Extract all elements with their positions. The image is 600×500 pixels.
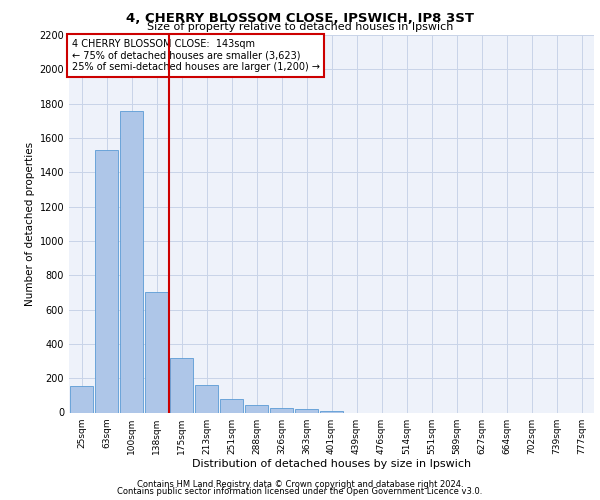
Text: 4, CHERRY BLOSSOM CLOSE, IPSWICH, IP8 3ST: 4, CHERRY BLOSSOM CLOSE, IPSWICH, IP8 3S… (126, 12, 474, 26)
Bar (145, 292, 168, 412)
Text: Size of property relative to detached houses in Ipswich: Size of property relative to detached ho… (147, 22, 453, 32)
X-axis label: Distribution of detached houses by size in Ipswich: Distribution of detached houses by size … (192, 460, 471, 469)
Bar (195, 385, 218, 412)
Bar (220, 399, 243, 412)
Y-axis label: Number of detached properties: Number of detached properties (25, 142, 35, 306)
Bar (295, 409, 318, 412)
Text: Contains HM Land Registry data © Crown copyright and database right 2024.: Contains HM Land Registry data © Crown c… (137, 480, 463, 489)
Bar (170, 358, 193, 412)
Bar (95, 150, 118, 412)
Bar (70, 386, 93, 412)
Bar (120, 110, 143, 412)
Text: Contains public sector information licensed under the Open Government Licence v3: Contains public sector information licen… (118, 487, 482, 496)
Bar (245, 405, 268, 412)
Bar (320, 411, 343, 412)
Text: 4 CHERRY BLOSSOM CLOSE:  143sqm
← 75% of detached houses are smaller (3,623)
25%: 4 CHERRY BLOSSOM CLOSE: 143sqm ← 75% of … (71, 39, 320, 72)
Bar (270, 408, 293, 412)
